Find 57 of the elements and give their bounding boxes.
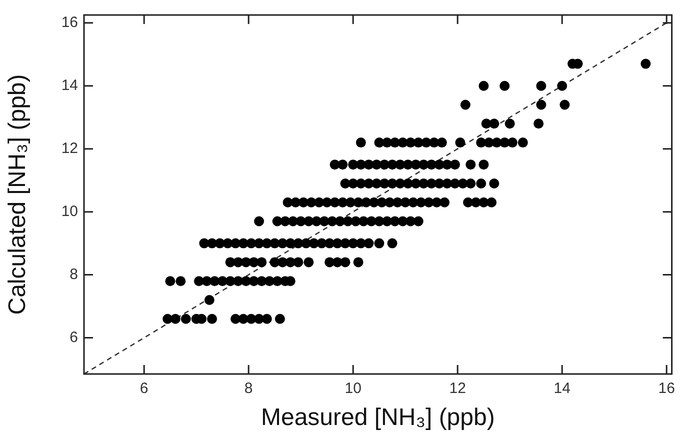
point [387, 238, 398, 248]
point [338, 160, 348, 170]
x-axis-title: Measured [NH₃] (ppb) [260, 404, 495, 432]
point [207, 314, 218, 324]
point [450, 160, 460, 170]
point [518, 138, 528, 148]
point [170, 314, 180, 324]
point [274, 314, 285, 324]
point [455, 138, 466, 148]
point [356, 138, 366, 148]
point [557, 80, 568, 91]
point [536, 80, 546, 91]
point [500, 80, 510, 91]
point [478, 160, 489, 170]
point [507, 138, 518, 148]
point [165, 276, 176, 286]
point [536, 100, 546, 110]
x-tick-label: 8 [244, 380, 253, 398]
point [293, 257, 304, 268]
y-tick-label: 10 [61, 202, 78, 220]
point [534, 118, 544, 129]
point [476, 178, 486, 188]
point [489, 118, 500, 129]
x-tick-label: 6 [140, 380, 148, 398]
point [640, 58, 651, 69]
point [262, 314, 272, 324]
point [413, 216, 424, 226]
point [504, 118, 515, 129]
point [204, 294, 214, 305]
x-tick-label: 16 [658, 380, 675, 398]
point [466, 160, 476, 170]
point [353, 257, 364, 268]
point [560, 100, 570, 110]
x-tick-label: 12 [449, 380, 466, 398]
point [489, 178, 500, 188]
x-tick-label: 10 [344, 380, 362, 398]
point [176, 276, 186, 286]
point [478, 80, 489, 91]
y-axis-title: Calculated [NH₃] (ppb) [4, 74, 32, 315]
point [436, 138, 447, 148]
point [466, 178, 476, 188]
y-tick-label: 12 [61, 140, 78, 157]
point [486, 197, 497, 208]
point [364, 238, 374, 248]
x-tick-label: 14 [554, 380, 570, 398]
y-tick-label: 6 [70, 328, 78, 346]
point [304, 257, 314, 268]
y-tick-label: 8 [70, 266, 78, 283]
point [440, 197, 450, 208]
point [460, 100, 470, 110]
point [340, 257, 350, 268]
point [374, 238, 384, 248]
y-tick-label: 14 [61, 76, 78, 94]
y-tick-label: 16 [61, 14, 78, 32]
point [180, 314, 191, 324]
point [256, 257, 267, 268]
point [254, 216, 264, 226]
